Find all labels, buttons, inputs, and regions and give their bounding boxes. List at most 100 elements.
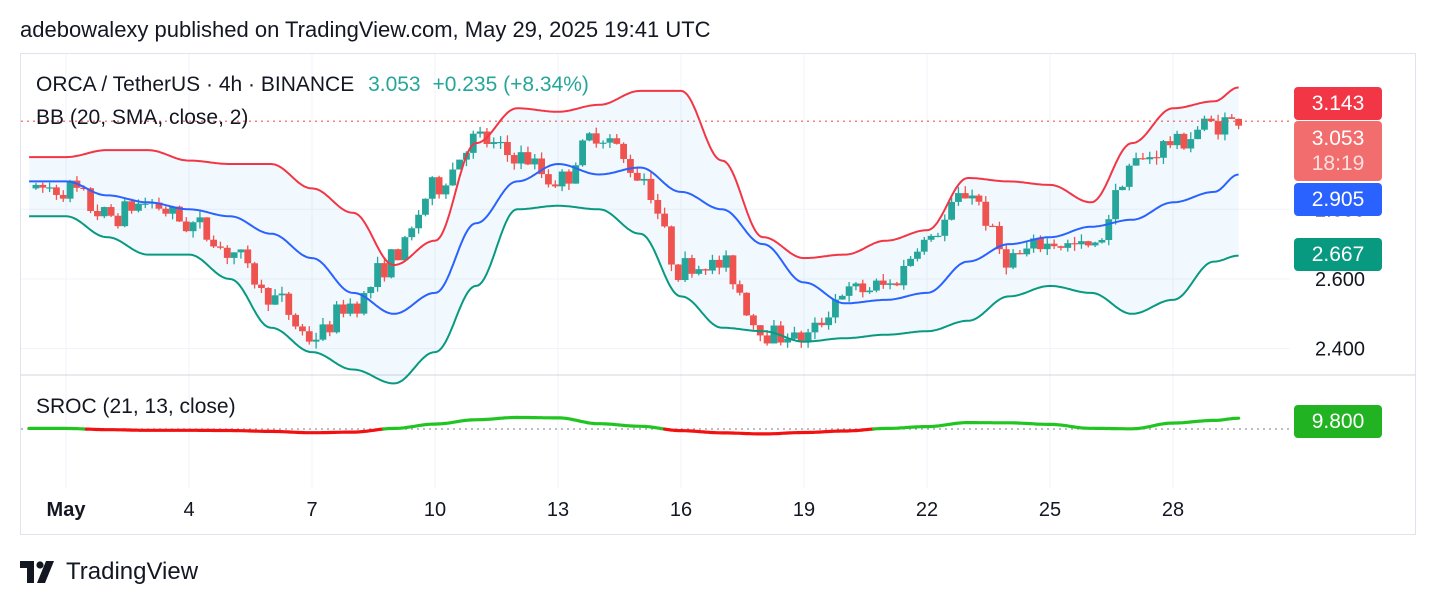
candle-body [1119, 186, 1126, 191]
x-tick-label: 16 [670, 499, 692, 521]
candle-body [770, 325, 778, 344]
candle-body [326, 324, 334, 333]
candle-body [715, 259, 723, 268]
candle-body [681, 258, 689, 281]
candle-body [524, 152, 532, 165]
candle-body [210, 239, 217, 247]
bb-lower-line [29, 204, 1239, 385]
candle-body [845, 286, 853, 296]
candle-body [114, 215, 122, 227]
candle-body [674, 264, 682, 281]
candle-body [551, 184, 559, 187]
legend-symbol-row: ORCA / TetherUS · 4h · BINANCE 3.053 +0.… [36, 73, 589, 97]
candle-body [873, 280, 880, 291]
candle-body [1091, 242, 1099, 246]
sroc-positive-segment [872, 416, 1241, 431]
candle-body [476, 131, 484, 134]
bollinger-bands [29, 86, 1239, 385]
candle-body [435, 177, 443, 195]
chart-frame[interactable] [20, 53, 1416, 535]
candle-body [907, 258, 914, 266]
candle-body [141, 203, 149, 205]
candle-body [606, 138, 614, 143]
candle-body [1132, 158, 1140, 166]
candle-body [251, 263, 258, 285]
candle-body [278, 293, 286, 296]
candle-body [1166, 141, 1174, 146]
candle-body [394, 249, 402, 261]
candle-body [886, 283, 894, 285]
sroc-positive-segment [382, 415, 667, 431]
candle-body [838, 295, 846, 300]
lower-band-badge: 2.667 [1294, 238, 1382, 271]
x-tick-label: 19 [793, 499, 815, 521]
candle-body [155, 202, 163, 209]
x-tick-label: May [47, 499, 87, 521]
candle-body [647, 178, 655, 200]
candle-body [538, 158, 545, 175]
x-tick-label: 22 [916, 499, 938, 521]
candle-body [920, 239, 928, 252]
candle-body [1207, 118, 1215, 122]
candle-body [996, 225, 1003, 250]
candle-body [1071, 243, 1078, 245]
candle-body [353, 303, 361, 314]
sroc-negative-segment [84, 427, 386, 435]
x-tick-label: 25 [1039, 499, 1061, 521]
countdown-value: 18:19 [1311, 152, 1365, 175]
candle-body [893, 283, 901, 286]
bb-background [29, 87, 1239, 384]
candle-body [1187, 139, 1195, 149]
candle-body [442, 185, 450, 195]
candle-body [135, 203, 142, 211]
candle-body [948, 201, 955, 220]
candle-body [196, 217, 204, 223]
upper-band-badge: 3.143 [1294, 87, 1382, 120]
candle-body [763, 335, 771, 344]
y-tick-label: 2.400 [1315, 339, 1365, 361]
candle-body [702, 269, 709, 271]
candle-body [777, 325, 785, 343]
candle-body [182, 221, 190, 232]
candle-body [46, 187, 53, 189]
candle-body [661, 213, 668, 227]
x-tick-label: 4 [183, 499, 194, 521]
candle-body [1173, 133, 1181, 146]
tradingview-logo[interactable]: TradingView [20, 558, 198, 586]
candle-body [968, 195, 976, 199]
last-price-value: 3.053 [1311, 127, 1365, 150]
candle-body [449, 169, 457, 186]
candle-body [59, 194, 67, 199]
candle-body [1009, 253, 1017, 268]
candle-body [989, 225, 996, 228]
candle-body [456, 159, 463, 170]
bb-basis-line [29, 162, 1239, 315]
candle-body [1194, 129, 1201, 140]
candle-body [1057, 246, 1065, 248]
candle-body [900, 265, 908, 286]
candle-body [381, 263, 388, 278]
candle-body [217, 246, 224, 248]
candle-body [531, 158, 539, 165]
candle-body [545, 174, 552, 185]
x-tick-label: 13 [547, 499, 569, 521]
candle-body [1037, 238, 1044, 250]
candle-body [415, 214, 422, 229]
candle-body [914, 251, 921, 259]
candle-body [743, 292, 750, 316]
candle-body [504, 141, 511, 156]
sroc-positive-segment [27, 426, 89, 431]
candle-body [1201, 118, 1208, 130]
candle-body [955, 193, 962, 202]
candle-body [162, 208, 170, 214]
basis-badge: 2.905 [1294, 183, 1382, 216]
candle-body [121, 201, 129, 227]
candle-body [1078, 241, 1085, 245]
candle-body [203, 217, 211, 240]
candle-body [169, 206, 176, 214]
last-price-badge: 3.053 18:19 [1294, 121, 1382, 181]
x-tick-label: 10 [424, 499, 446, 521]
candle-body [401, 237, 409, 261]
candle-body [709, 259, 716, 271]
